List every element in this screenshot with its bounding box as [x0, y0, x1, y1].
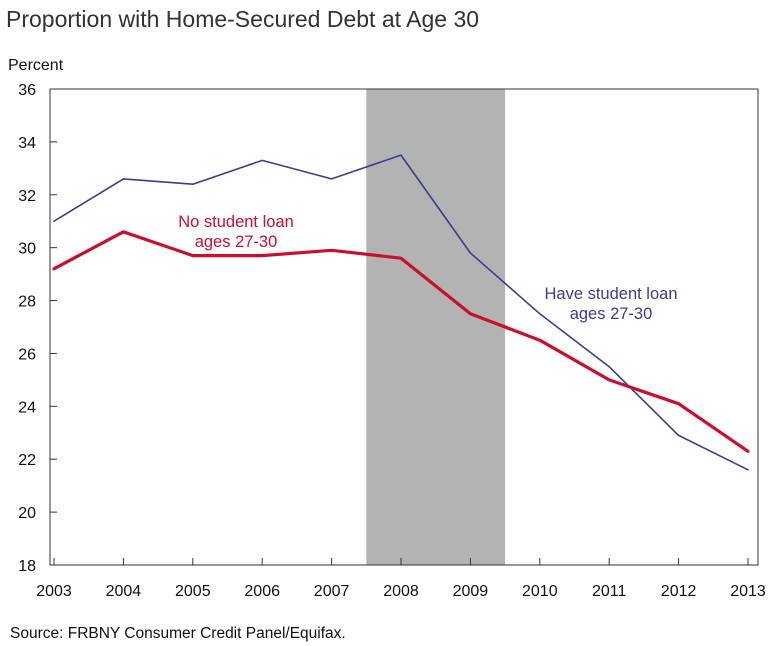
x-axis: 2003 2004 2005 2006 2007 2008 2009 2010 2011 2012…: [36, 558, 766, 600]
x-tick-label: 2003: [36, 583, 72, 600]
series-line-no-student-loan: [52, 230, 750, 453]
y-tick-label: 30: [18, 241, 36, 258]
x-tick-label: 2012: [661, 583, 697, 600]
y-tick-label: 26: [18, 346, 36, 363]
series-annotation-label: Have student loan: [544, 285, 677, 303]
y-tick-label: 32: [18, 188, 36, 205]
x-tick-label: 2008: [383, 583, 419, 600]
recession-shading: [366, 89, 506, 565]
series-annotation-label: ages 27-30: [195, 233, 278, 251]
x-tick-label: 2013: [730, 583, 766, 600]
series-annotation-label: No student loan: [178, 213, 294, 231]
y-axis: 18 20 22 24 26 28 30 32 34 36: [18, 82, 57, 575]
chart-title: Proportion with Home-Secured Debt at Age…: [6, 6, 479, 32]
x-tick-label: 2009: [453, 583, 489, 600]
y-axis-label: Percent: [8, 57, 64, 74]
x-tick-label: 2004: [106, 583, 142, 600]
series-layer: [52, 154, 750, 471]
series-annotation-label: ages 27-30: [570, 305, 653, 323]
y-tick-label: 34: [18, 135, 36, 152]
source-note: Source: FRBNY Consumer Credit Panel/Equi…: [10, 625, 346, 642]
y-tick-label: 22: [18, 452, 36, 469]
series-line-have-student-loan: [53, 154, 749, 471]
annotation-layer: No student loan ages 27-30 Have student lo…: [178, 213, 677, 323]
y-tick-label: 18: [18, 558, 36, 575]
y-tick-label: 36: [18, 82, 36, 99]
x-tick-label: 2010: [522, 583, 558, 600]
x-tick-label: 2006: [244, 583, 280, 600]
x-tick-label: 2005: [175, 583, 211, 600]
y-tick-label: 28: [18, 294, 36, 311]
y-tick-label: 24: [18, 399, 36, 416]
x-tick-label: 2007: [314, 583, 350, 600]
x-tick-label: 2011: [592, 583, 627, 600]
plot-frame: [49, 88, 759, 566]
y-tick-label: 20: [18, 505, 36, 522]
